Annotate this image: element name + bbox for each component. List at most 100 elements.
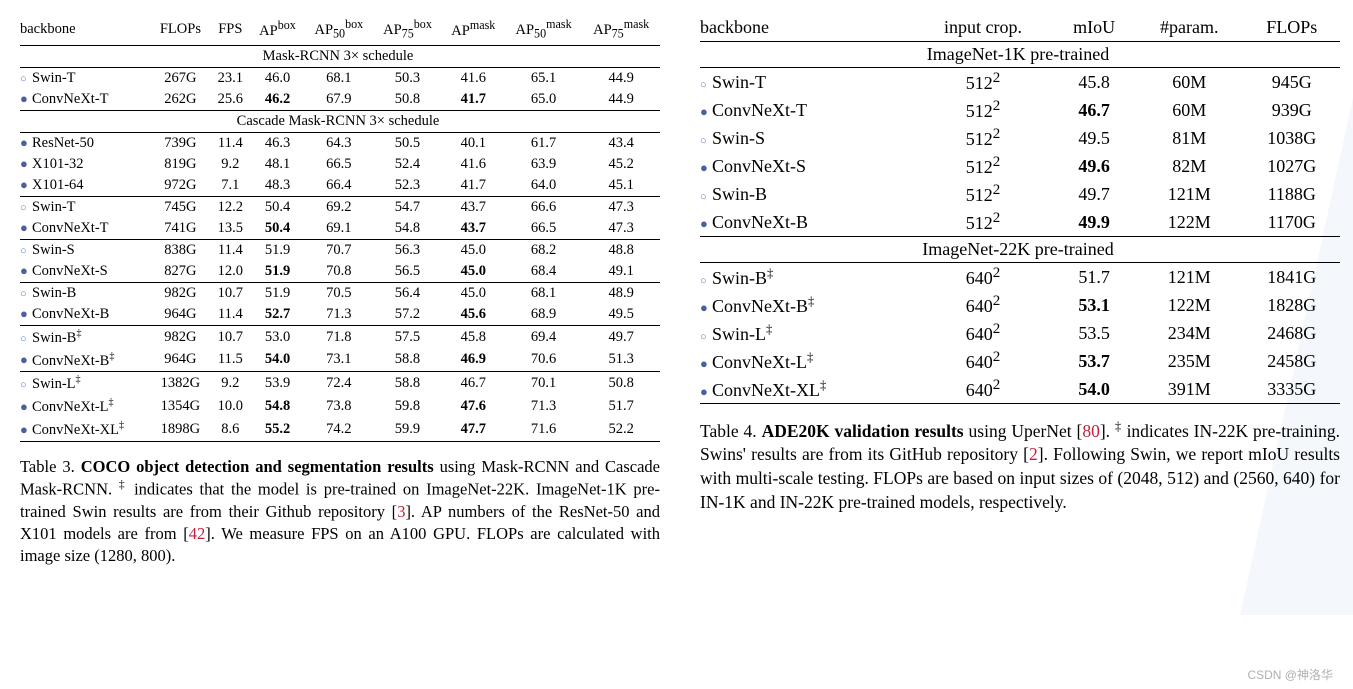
column-header: FPS (210, 15, 250, 45)
value-cell: 48.8 (582, 239, 660, 261)
value-cell: 71.8 (305, 325, 374, 348)
crop-cell: 5122 (913, 208, 1053, 237)
caption-label: Table 4. (700, 421, 757, 441)
miou-cell: 53.1 (1053, 291, 1135, 319)
reference-link[interactable]: 2 (1029, 444, 1038, 464)
backbone-cell: ○Swin-B‡ (20, 325, 151, 348)
open-marker-icon: ○ (20, 288, 32, 300)
value-cell: 73.8 (305, 395, 374, 418)
value-cell: 71.3 (505, 395, 583, 418)
value-cell: 43.7 (442, 218, 505, 240)
value-cell: 56.4 (373, 282, 442, 304)
value-cell: 67.9 (305, 89, 374, 111)
table-row: ○Swin-T267G23.146.068.150.341.665.144.9 (20, 67, 660, 89)
table-row: ●ConvNeXt-B‡964G11.554.073.158.846.970.6… (20, 349, 660, 372)
reference-link[interactable]: 80 (1082, 421, 1100, 441)
filled-marker-icon: ● (20, 91, 32, 107)
table-row: ○Swin-L‡1382G9.253.972.458.846.770.150.8 (20, 372, 660, 395)
fps-cell: 12.2 (210, 196, 250, 218)
value-cell: 54.0 (251, 349, 305, 372)
flops-cell: 262G (151, 89, 210, 111)
backbone-cell: ●ConvNeXt-T (20, 218, 151, 240)
param-cell: 122M (1135, 208, 1244, 237)
value-cell: 59.9 (373, 418, 442, 441)
table-row: ○Swin-L‡640253.5234M2468G (700, 319, 1340, 347)
value-cell: 41.6 (442, 67, 505, 89)
value-cell: 47.7 (442, 418, 505, 441)
backbone-cell: ●ConvNeXt-S (700, 152, 913, 180)
value-cell: 66.5 (505, 218, 583, 240)
reference-link[interactable]: 42 (189, 524, 206, 543)
column-header: mIoU (1053, 15, 1135, 42)
value-cell: 57.2 (373, 304, 442, 326)
value-cell: 56.3 (373, 239, 442, 261)
backbone-cell: ●X101-64 (20, 175, 151, 197)
caption-label: Table 3. (20, 457, 75, 476)
value-cell: 74.2 (305, 418, 374, 441)
value-cell: 54.7 (373, 196, 442, 218)
value-cell: 69.4 (505, 325, 583, 348)
filled-marker-icon: ● (20, 135, 32, 151)
filled-marker-icon: ● (700, 216, 712, 232)
open-marker-icon: ○ (700, 191, 712, 203)
open-marker-icon: ○ (20, 73, 32, 85)
caption-text: ]. (1100, 421, 1115, 441)
crop-cell: 5122 (913, 96, 1053, 124)
value-cell: 66.5 (305, 154, 374, 175)
fps-cell: 9.2 (210, 154, 250, 175)
fps-cell: 10.7 (210, 325, 250, 348)
open-marker-icon: ○ (20, 333, 32, 345)
value-cell: 49.7 (582, 325, 660, 348)
value-cell: 45.0 (442, 261, 505, 283)
value-cell: 68.9 (505, 304, 583, 326)
value-cell: 73.1 (305, 349, 374, 372)
fps-cell: 13.5 (210, 218, 250, 240)
section-label: ImageNet-1K pre-trained (700, 42, 1340, 68)
value-cell: 50.8 (582, 372, 660, 395)
miou-cell: 49.5 (1053, 124, 1135, 152)
section-row: ImageNet-22K pre-trained (700, 237, 1340, 263)
backbone-cell: ○Swin-T (700, 68, 913, 97)
filled-marker-icon: ● (700, 300, 712, 316)
crop-cell: 6402 (913, 263, 1053, 292)
fps-cell: 11.5 (210, 349, 250, 372)
caption-title: COCO object detection and segmentation r… (81, 457, 434, 476)
column-header: backbone (700, 15, 913, 42)
table-caption: Table 4. ADE20K validation results using… (700, 418, 1340, 514)
table-row: ●ConvNeXt-S827G12.051.970.856.545.068.44… (20, 261, 660, 283)
value-cell: 68.4 (505, 261, 583, 283)
fps-cell: 10.0 (210, 395, 250, 418)
value-cell: 48.3 (251, 175, 305, 197)
table-header-row: backboneFLOPsFPSAPboxAP50boxAP75boxAPmas… (20, 15, 660, 45)
filled-marker-icon: ● (700, 356, 712, 372)
fps-cell: 7.1 (210, 175, 250, 197)
value-cell: 70.1 (505, 372, 583, 395)
value-cell: 51.3 (582, 349, 660, 372)
watermark: CSDN @神洛华 (1247, 666, 1333, 683)
backbone-cell: ●ConvNeXt-XL‡ (700, 375, 913, 404)
value-cell: 50.5 (373, 132, 442, 154)
section-label: Cascade Mask-RCNN 3× schedule (20, 110, 660, 132)
backbone-cell: ○Swin-B (700, 180, 913, 208)
backbone-cell: ○Swin-B‡ (700, 263, 913, 292)
table-row: ●ConvNeXt-XL‡640254.0391M3335G (700, 375, 1340, 404)
filled-marker-icon: ● (20, 306, 32, 322)
backbone-cell: ●ConvNeXt-T (700, 96, 913, 124)
value-cell: 50.4 (251, 218, 305, 240)
column-header: AP50mask (505, 15, 583, 45)
section-row: Mask-RCNN 3× schedule (20, 45, 660, 67)
table-header-row: backboneinput crop.mIoU#param.FLOPs (700, 15, 1340, 42)
backbone-cell: ●ConvNeXt-L‡ (20, 395, 151, 418)
value-cell: 51.9 (251, 261, 305, 283)
column-header: FLOPs (1244, 15, 1340, 42)
flops-cell: 964G (151, 349, 210, 372)
crop-cell: 5122 (913, 180, 1053, 208)
flops-cell: 2468G (1244, 319, 1340, 347)
value-cell: 45.8 (442, 325, 505, 348)
table-row: ●ConvNeXt-T741G13.550.469.154.843.766.54… (20, 218, 660, 240)
ade20k-table: backboneinput crop.mIoU#param.FLOPs Imag… (700, 15, 1340, 404)
table-row: ●ConvNeXt-B964G11.452.771.357.245.668.94… (20, 304, 660, 326)
flops-cell: 1828G (1244, 291, 1340, 319)
value-cell: 70.5 (305, 282, 374, 304)
column-header: backbone (20, 15, 151, 45)
